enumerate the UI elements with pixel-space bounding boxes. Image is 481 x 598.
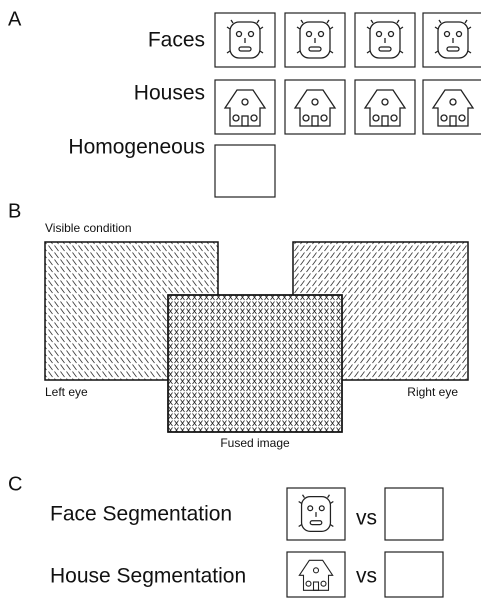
row-label: Faces — [148, 29, 205, 52]
row-label: Face Segmentation — [50, 503, 232, 526]
caption: Right eye — [407, 385, 458, 399]
row-label: Houses — [134, 82, 205, 105]
house-stimulus — [286, 551, 346, 598]
caption: Left eye — [45, 385, 88, 399]
vs-label: vs — [356, 565, 377, 588]
stimulus-row — [214, 79, 481, 135]
row-label: Homogeneous — [68, 136, 205, 159]
panel-letter: B — [8, 200, 21, 222]
caption: Fused image — [220, 436, 290, 450]
blank-stimulus — [384, 487, 444, 541]
panel-letter: A — [8, 8, 22, 30]
blank-stimulus — [214, 144, 276, 198]
caption: Visible condition — [45, 221, 132, 235]
row-label: House Segmentation — [50, 565, 246, 588]
fused-texture — [167, 294, 343, 433]
stimulus-row — [214, 12, 481, 68]
panel-letter: C — [8, 473, 22, 495]
vs-label: vs — [356, 507, 377, 530]
blank-stimulus — [384, 551, 444, 598]
